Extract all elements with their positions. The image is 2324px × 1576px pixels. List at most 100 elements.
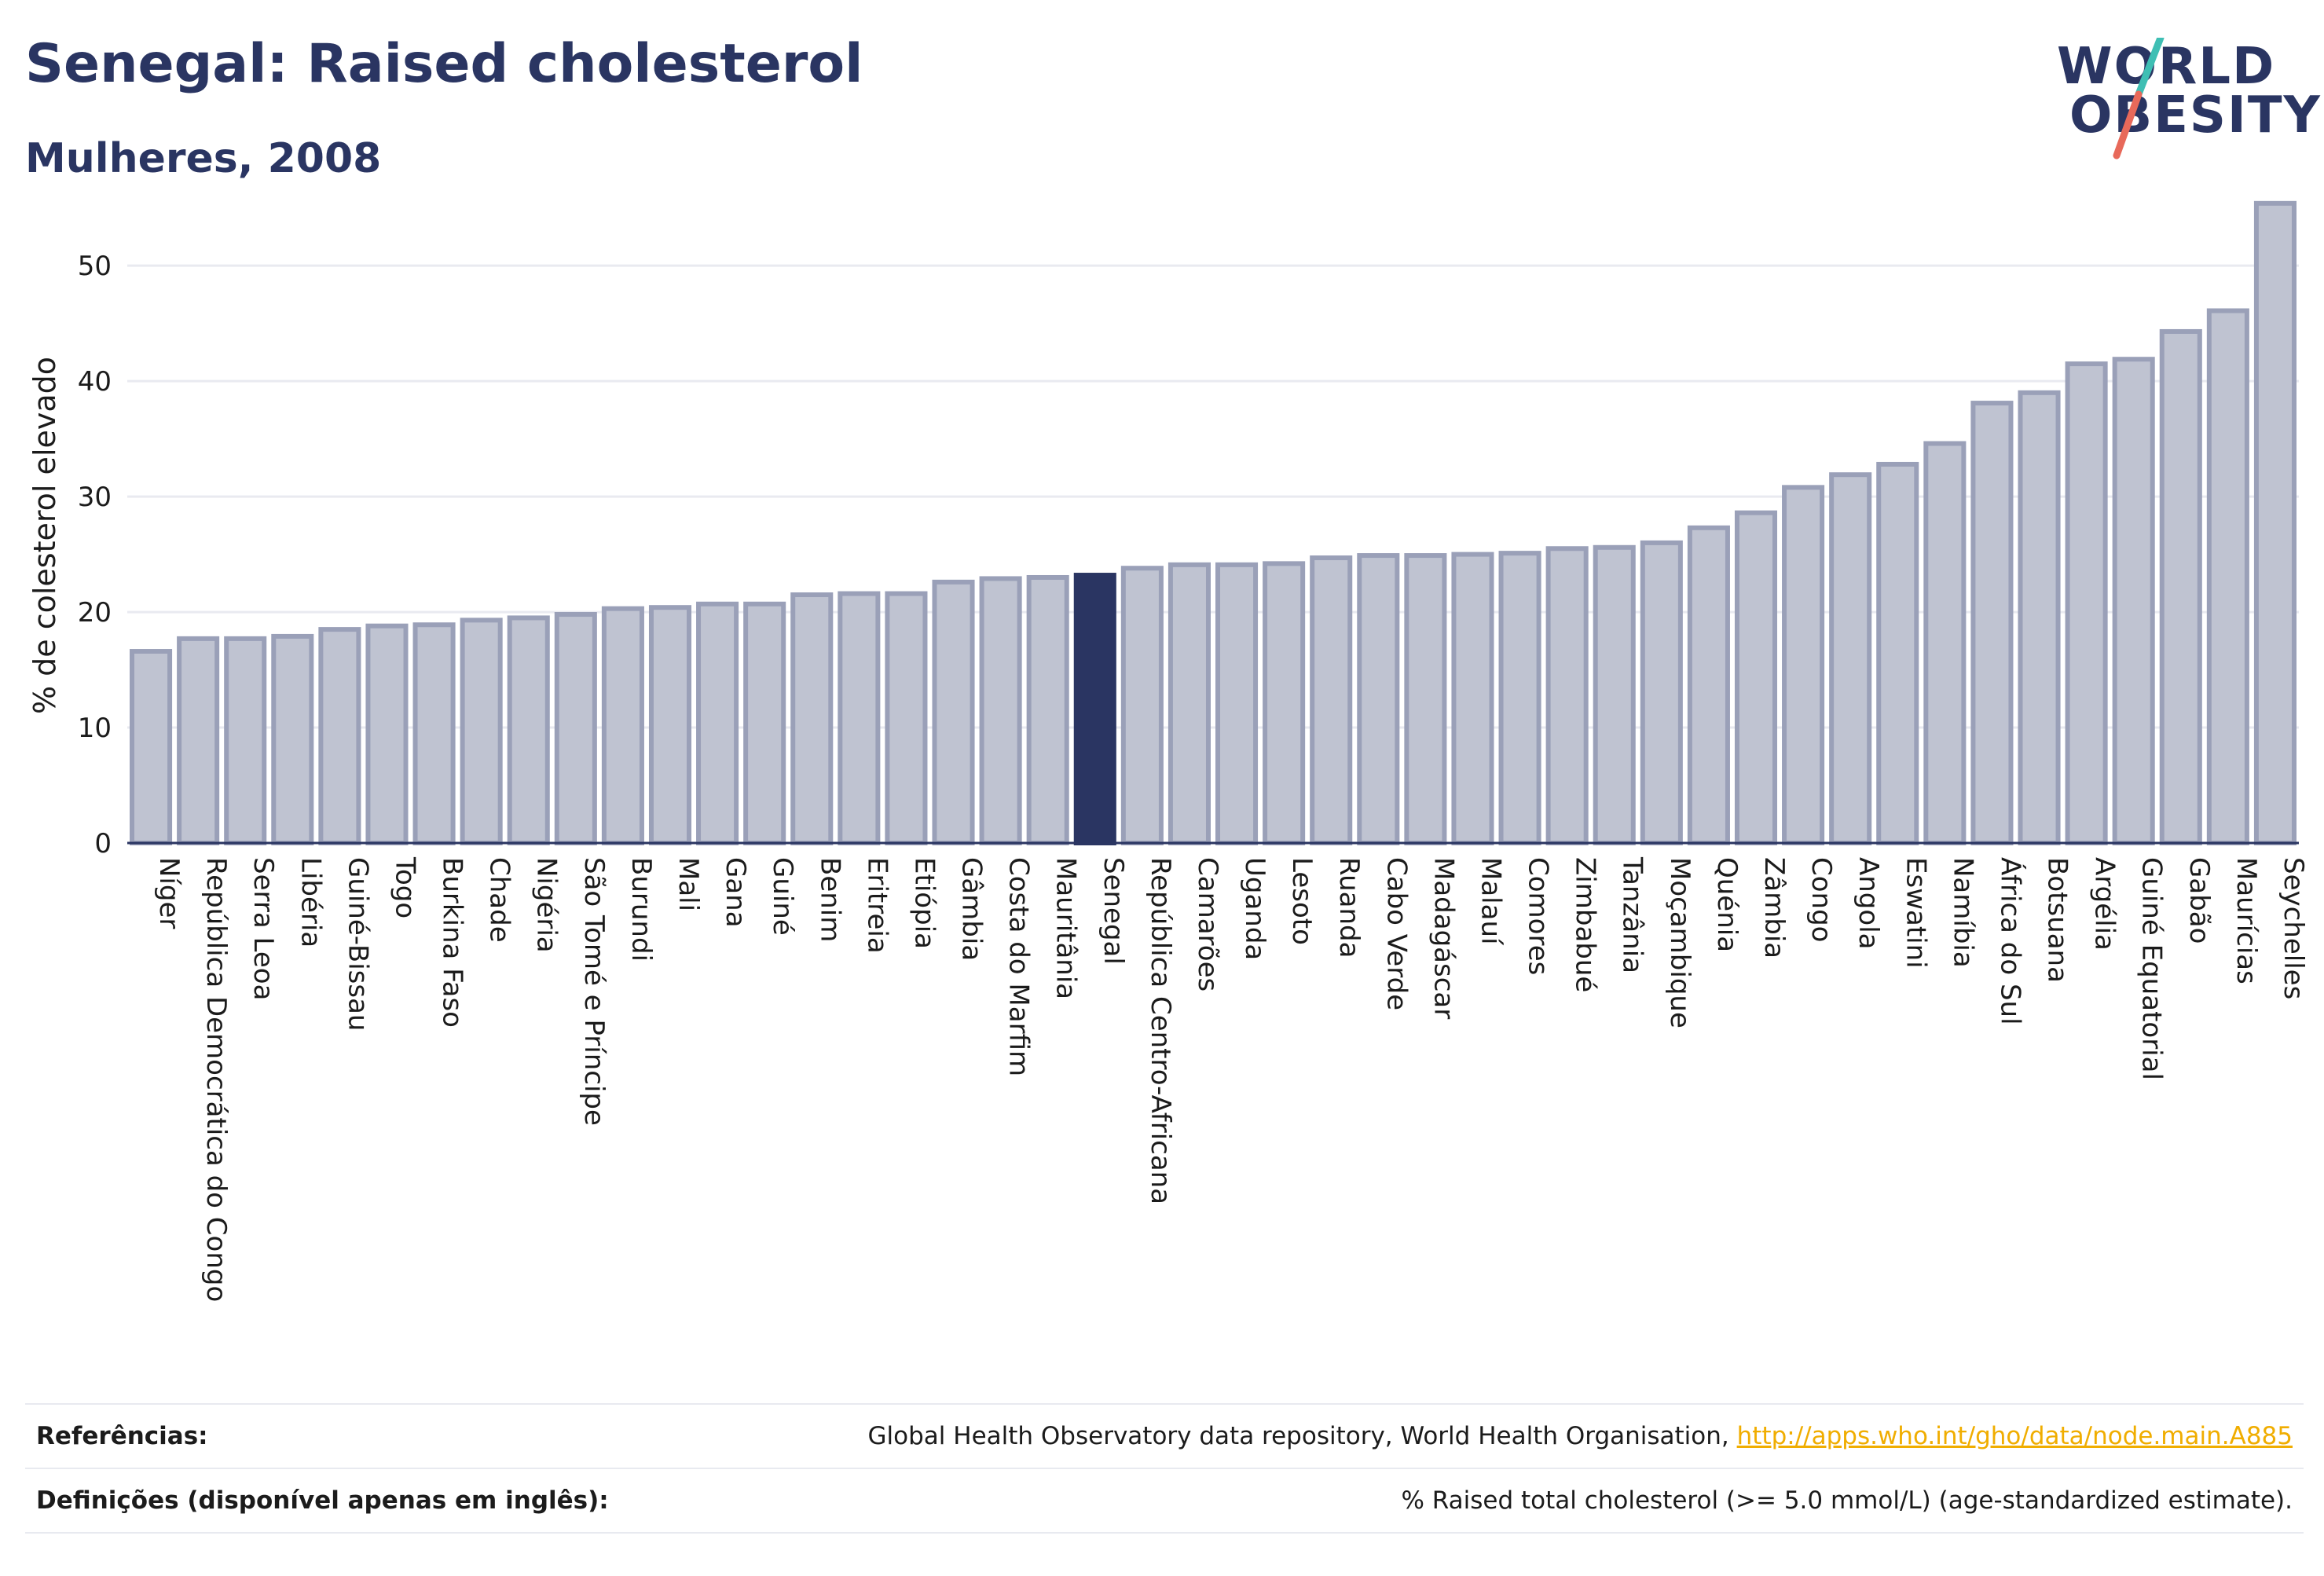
x-tick-label: Quénia [1711, 857, 1743, 952]
bar[interactable] [1451, 552, 1494, 845]
x-tick-label: Zimbabué [1570, 857, 1601, 992]
x-tick-label: República Centro-Africana [1145, 857, 1176, 1204]
bar[interactable] [1687, 525, 1730, 845]
x-tick-label: Maurícias [2231, 857, 2262, 984]
x-tick-label: Congo [1805, 857, 1837, 942]
bar[interactable] [1593, 544, 1636, 845]
world-obesity-logo[interactable]: WORLD OBESITY [2051, 38, 2320, 163]
bar[interactable] [318, 627, 361, 846]
x-tick-label: Benim [814, 857, 845, 942]
y-tick-label: 40 [78, 366, 112, 398]
bar-chart: 0 10 20 30 40 50 Níger República Democrática do… [27, 200, 2309, 1302]
x-tick-label: Eswatini [1900, 857, 1931, 969]
bar[interactable] [1782, 485, 1825, 845]
bar[interactable] [743, 601, 786, 845]
x-tick-label: Zâmbia [1758, 857, 1790, 958]
x-tick-label: Malauí [1475, 857, 1506, 946]
footer-divider [25, 1532, 2304, 1534]
y-axis-label: % de colesterol elevado [27, 357, 62, 714]
x-tick-label: África do Sul [1994, 857, 2026, 1025]
bar[interactable] [1310, 555, 1353, 846]
bar[interactable] [2018, 390, 2061, 845]
x-tick-label: Lesoto [1286, 857, 1318, 945]
bar[interactable] [365, 623, 409, 845]
bar[interactable] [1357, 553, 1400, 845]
y-tick-label: 30 [78, 482, 112, 513]
bar[interactable] [1404, 553, 1447, 845]
bar[interactable] [932, 579, 975, 845]
bar[interactable] [2112, 357, 2155, 845]
references-row: Referências: Global Health Observatory d… [25, 1403, 2304, 1468]
x-tick-label: Seychelles [2278, 857, 2309, 999]
x-tick-label: Níger [153, 857, 185, 929]
y-tick-label: 0 [94, 828, 112, 859]
x-tick-label: Ruanda [1333, 857, 1365, 958]
x-tick-label: Namíbia [1947, 857, 1978, 968]
bar[interactable] [1734, 510, 1778, 845]
references-label: Referências: [36, 1422, 208, 1450]
x-tick-label: São Tomé e Príncipe [578, 857, 610, 1126]
x-tick-label: Togo [389, 856, 420, 918]
bar[interactable] [1876, 461, 1919, 845]
x-tick-label: Senegal [1098, 857, 1129, 965]
references-text: Global Health Observatory data repositor… [867, 1422, 1737, 1450]
bar[interactable] [507, 615, 550, 845]
bar[interactable] [224, 636, 267, 846]
bar[interactable] [412, 622, 456, 845]
bar[interactable] [838, 591, 881, 845]
y-tick-label: 20 [78, 597, 112, 629]
bar[interactable] [1498, 551, 1541, 845]
x-tick-label: Nigéria [531, 857, 563, 953]
references-link[interactable]: http://apps.who.int/gho/data/node.main.A… [1736, 1422, 2293, 1450]
x-tick-label: Mali [673, 857, 704, 911]
bars [130, 200, 2297, 846]
bar[interactable] [130, 649, 173, 846]
x-tick-label: Botsuana [2042, 857, 2073, 983]
x-tick-label: Chade [484, 857, 515, 943]
bar[interactable] [1923, 441, 1967, 846]
bar[interactable] [601, 606, 644, 845]
bar[interactable] [1640, 540, 1683, 846]
x-tick-label: Mauritânia [1050, 857, 1082, 999]
bar[interactable] [2206, 308, 2249, 845]
x-tick-label: Gabão [2183, 857, 2215, 944]
x-tick-label: Tanzânia [1617, 856, 1648, 973]
x-tick-label: Cabo Verde [1380, 857, 1412, 1010]
logo-slash-icon [2113, 38, 2165, 159]
x-tick-label: Moçambique [1664, 857, 1695, 1028]
bar[interactable] [177, 636, 220, 846]
bar[interactable] [1263, 561, 1306, 845]
bar[interactable] [2065, 361, 2108, 845]
chart-title: Senegal: Raised cholesterol [25, 33, 863, 95]
bar[interactable] [790, 592, 834, 845]
bar[interactable] [1545, 546, 1589, 846]
bar[interactable] [460, 618, 503, 846]
definitions-row: Definições (disponível apenas em inglês)… [25, 1468, 2304, 1532]
bar[interactable] [2253, 200, 2297, 845]
x-tick-label: Burkina Faso [437, 857, 468, 1028]
x-tick-label: Uganda [1239, 857, 1270, 960]
bar[interactable] [1167, 562, 1211, 846]
x-tick-label: Serra Leoa [247, 857, 279, 1000]
bar[interactable] [696, 601, 739, 845]
x-tick-label: Eritreia [861, 857, 893, 954]
x-tick-label: Burundi [625, 857, 657, 962]
x-tick-label: Etiópia [908, 857, 940, 949]
bar[interactable] [2159, 328, 2202, 845]
x-tick-label: Comores [1523, 857, 1554, 975]
bar-highlight[interactable] [1073, 573, 1116, 845]
bar[interactable] [979, 576, 1022, 845]
bar[interactable] [271, 633, 314, 845]
bar[interactable] [1970, 401, 2014, 845]
x-tick-label: Libéria [295, 857, 326, 947]
bar[interactable] [1120, 566, 1164, 845]
bar[interactable] [885, 591, 928, 845]
bar[interactable] [1026, 574, 1069, 845]
x-tick-label: Costa do Marfim [1003, 857, 1035, 1076]
bar[interactable] [554, 612, 597, 846]
bar[interactable] [1829, 472, 1872, 845]
y-tick-label: 50 [78, 251, 112, 282]
tick-labels: 0 10 20 30 40 50 Níger República Democrática do… [27, 251, 2309, 1302]
bar[interactable] [648, 605, 692, 845]
bar[interactable] [1215, 562, 1259, 846]
